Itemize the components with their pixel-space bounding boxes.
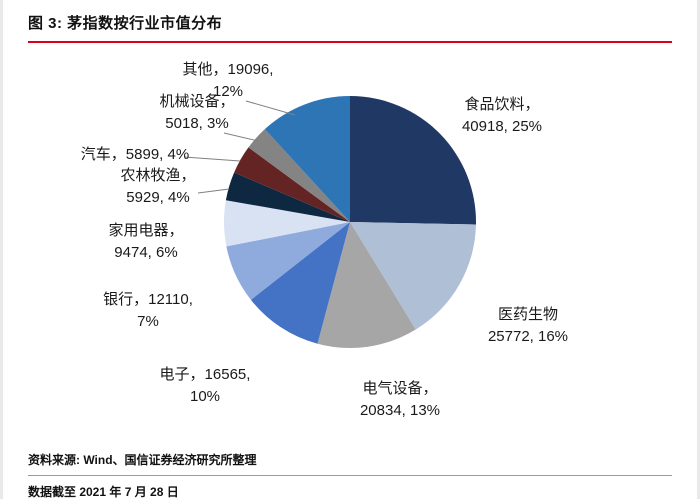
pie-label-0-line-1: 40918, 25% bbox=[462, 118, 542, 135]
pie-label-1-line-1: 25772, 16% bbox=[488, 328, 568, 345]
pie-slice-5 bbox=[223, 200, 350, 247]
pie-label-4-line-0: 银行，12110, bbox=[103, 291, 193, 308]
leader-line-7 bbox=[183, 156, 241, 162]
page-edge-left bbox=[0, 0, 3, 499]
pie-label-9-line-0: 其他，19096, bbox=[183, 61, 274, 78]
pie-chart: 食品饮料， 40918, 25% 医药生物 25772, 16% 电气设备， 20834,… bbox=[81, 61, 568, 419]
pie-slice-2 bbox=[317, 222, 416, 349]
leader-line-9 bbox=[245, 100, 296, 116]
pie-label-5-line-1: 9474, 6% bbox=[114, 244, 177, 261]
figure-title: 图 3: 茅指数按行业市值分布 bbox=[28, 15, 223, 32]
pie-label-0-line-0: 食品饮料， bbox=[464, 96, 539, 113]
footer-divider bbox=[28, 475, 672, 476]
pie-label-5-line-0: 家用电器， bbox=[108, 222, 183, 239]
pie-slice-8 bbox=[248, 129, 350, 222]
pie-label-2-line-1: 20834, 13% bbox=[360, 402, 440, 419]
figure-header: 图 3: 茅指数按行业市值分布 bbox=[0, 0, 700, 41]
pie-slice-4 bbox=[226, 222, 350, 300]
pie-label-6-line-1: 5929, 4% bbox=[126, 189, 189, 206]
pie-label-7-line-0: 汽车，5899, 4% bbox=[81, 146, 189, 163]
pie-label-8-line-1: 5018, 3% bbox=[165, 115, 228, 132]
pie-label-9-line-1: 12% bbox=[213, 83, 243, 100]
pie-label-3-line-0: 电子，16565, bbox=[160, 366, 251, 383]
pie-slice-7 bbox=[234, 147, 350, 222]
pie-slice-3 bbox=[250, 222, 350, 344]
pie-slice-6 bbox=[225, 172, 350, 222]
page-edge-right bbox=[697, 0, 700, 499]
data-asof-note: 数据截至 2021 年 7 月 28 日 bbox=[28, 485, 179, 499]
pie-label-4-line-1: 7% bbox=[137, 313, 159, 330]
source-note: 资料来源: Wind、国信证券经济研究所整理 bbox=[28, 453, 257, 467]
pie-slice-0 bbox=[350, 96, 476, 225]
pie-label-8-line-0: 机械设备， bbox=[159, 93, 234, 110]
figure-footer: 资料来源: Wind、国信证券经济研究所整理 数据截至 2021 年 7 月 2… bbox=[0, 443, 700, 500]
pie-chart-area: 食品饮料， 40918, 25% 医药生物 25772, 16% 电气设备， 20834,… bbox=[0, 43, 700, 443]
pie-label-2-line-0: 电气设备， bbox=[362, 380, 437, 397]
pie-slice-9 bbox=[264, 96, 350, 222]
pie-label-6-line-0: 农林牧渔， bbox=[120, 167, 195, 184]
pie-label-1-line-0: 医药生物 bbox=[498, 306, 558, 323]
title-underline bbox=[28, 41, 672, 43]
pie-label-3-line-1: 10% bbox=[190, 388, 220, 405]
leader-line-8 bbox=[223, 132, 259, 142]
pie-slice-1 bbox=[350, 222, 476, 330]
leader-line-6 bbox=[197, 188, 230, 194]
